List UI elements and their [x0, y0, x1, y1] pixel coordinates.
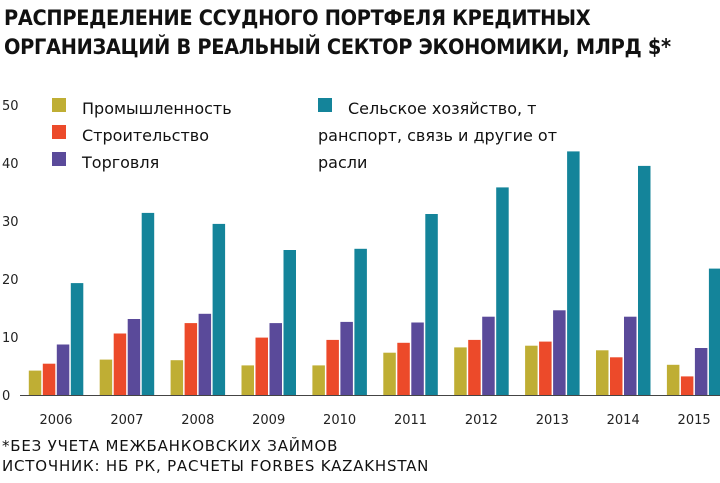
x-tick-label: 2013	[536, 413, 569, 428]
bar	[468, 339, 481, 395]
bar	[170, 360, 184, 395]
bar	[283, 250, 296, 395]
x-tick-label: 2015	[678, 413, 711, 428]
chart-title: РАСПРЕДЕЛЕНИЕ ССУДНОГО ПОРТФЕЛЯ КРЕДИТНЫ…	[4, 4, 716, 62]
bar	[312, 365, 325, 395]
title-line-1: РАСПРЕДЕЛЕНИЕ ССУДНОГО ПОРТФЕЛЯ КРЕДИТНЫ…	[4, 6, 591, 31]
legend-label: Сельское хозяйство, т	[348, 99, 536, 118]
legend-swatch	[318, 98, 332, 112]
y-tick-label: 0	[2, 389, 10, 404]
bar	[397, 342, 410, 395]
bar	[624, 316, 637, 395]
bar	[326, 339, 339, 395]
y-tick-label: 40	[2, 157, 19, 172]
bar	[411, 322, 424, 395]
bar	[70, 283, 84, 395]
bar	[255, 337, 268, 395]
bar	[99, 359, 113, 395]
source-note: ИСТОЧНИК: НБ РК, РАСЧЕТЫ FORBES KAZAKHST…	[2, 457, 430, 475]
bar	[141, 212, 155, 395]
x-tick-label: 2010	[323, 413, 356, 428]
bar	[708, 268, 720, 395]
y-tick-label: 20	[2, 273, 19, 288]
bar	[454, 347, 467, 395]
bar	[184, 323, 198, 395]
bar	[496, 187, 509, 395]
bar	[666, 364, 680, 395]
bar	[42, 363, 56, 395]
bar	[354, 248, 367, 395]
bar	[596, 350, 609, 395]
bar	[539, 341, 552, 395]
bar	[425, 214, 438, 395]
legend-swatch	[52, 125, 66, 139]
bar	[241, 365, 254, 395]
x-tick-label: 2008	[181, 413, 214, 428]
bar	[127, 319, 141, 395]
bar	[269, 323, 282, 395]
bar	[638, 165, 651, 395]
bar	[525, 345, 538, 395]
legend-label: Торговля	[81, 153, 159, 172]
bar	[482, 316, 495, 395]
bar	[28, 370, 42, 395]
bar	[383, 352, 396, 395]
x-tick-label: 2009	[252, 413, 285, 428]
x-tick-label: 2012	[465, 413, 498, 428]
x-tick-label: 2006	[39, 413, 72, 428]
footnote: *БЕЗ УЧЕТА МЕЖБАНКОВСКИХ ЗАЙМОВ	[2, 437, 339, 455]
bar	[113, 333, 127, 395]
bar	[567, 151, 580, 395]
x-tick-label: 2014	[607, 413, 640, 428]
legend-label: Строительство	[82, 126, 209, 145]
y-tick-label: 10	[2, 331, 19, 346]
legend-swatch	[52, 98, 66, 112]
legend-label: ранспорт, связь и другие от	[318, 126, 557, 145]
y-tick-label: 30	[2, 215, 19, 230]
legend-swatch	[52, 152, 66, 166]
bar	[340, 321, 353, 395]
legend-label: расли	[318, 153, 367, 172]
x-tick-label: 2007	[110, 413, 143, 428]
bar	[694, 348, 708, 395]
bar	[198, 313, 212, 395]
bar	[680, 376, 694, 395]
bar	[56, 344, 70, 395]
legend-label: Промышленность	[82, 99, 232, 118]
y-tick-label: 50	[2, 99, 19, 114]
bar	[553, 310, 566, 395]
bar	[212, 223, 226, 395]
bar	[610, 357, 623, 395]
title-line-2: ОРГАНИЗАЦИЙ В РЕАЛЬНЫЙ СЕКТОР ЭКОНОМИКИ,…	[4, 35, 671, 60]
x-tick-label: 2011	[394, 413, 427, 428]
